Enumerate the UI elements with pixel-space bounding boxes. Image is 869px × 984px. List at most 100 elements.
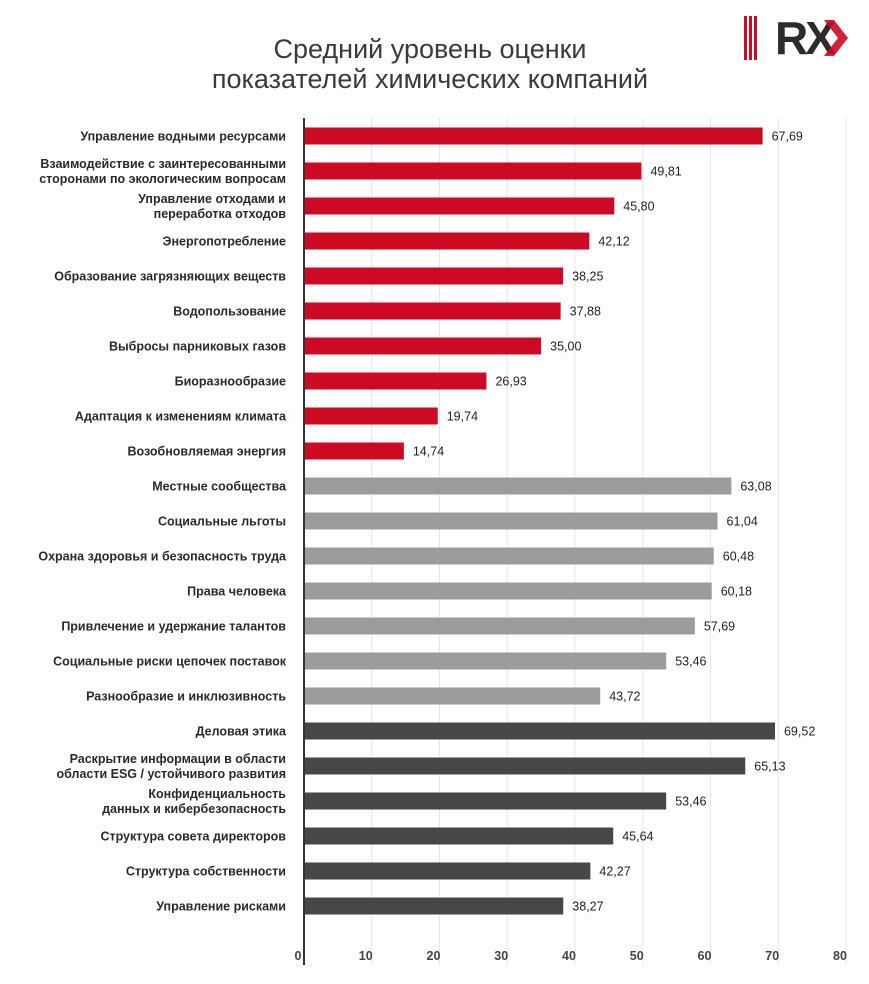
value-label: 37,88 xyxy=(570,305,601,319)
value-label: 69,52 xyxy=(784,725,815,739)
value-label: 38,25 xyxy=(572,270,603,284)
bar xyxy=(304,582,712,600)
x-tick-label: 20 xyxy=(427,949,441,963)
bar xyxy=(304,197,615,215)
value-label: 45,64 xyxy=(622,830,653,844)
category-label-line: данных и кибербезопасность xyxy=(102,802,286,816)
logo-stripe xyxy=(754,16,757,60)
category-label: Энергопотребление xyxy=(163,235,286,249)
bar xyxy=(304,757,746,775)
value-label: 42,27 xyxy=(599,865,630,879)
bar xyxy=(304,512,718,530)
bar xyxy=(304,547,714,565)
category-label: Управление рисками xyxy=(156,900,286,914)
value-label: 60,48 xyxy=(723,550,754,564)
bar xyxy=(304,862,591,880)
category-label: Конфиденциальность данных и кибербезопасн… xyxy=(102,787,286,816)
bar xyxy=(304,407,438,425)
chart-title: Средний уровень оценки показателей химич… xyxy=(90,34,770,94)
category-label-line: переработка отходов xyxy=(154,207,287,221)
x-tick-label: 70 xyxy=(765,949,779,963)
bars xyxy=(304,127,775,915)
bar xyxy=(304,687,601,705)
category-label: Местные сообщества xyxy=(152,480,287,494)
value-label: 19,74 xyxy=(447,410,478,424)
chart-title-line-2: показателей химических компаний xyxy=(211,64,649,94)
value-label: 53,46 xyxy=(675,795,706,809)
category-label: Структура совета директоров xyxy=(100,830,286,844)
value-label: 26,93 xyxy=(495,375,526,389)
category-label: Привлечение и удержание талантов xyxy=(61,620,286,634)
category-label: Выбросы парниковых газов xyxy=(109,340,286,354)
category-label-line: Взаимодействие с заинтересованными xyxy=(40,157,286,171)
value-label: 38,27 xyxy=(572,900,603,914)
chart-title-line-1: Средний уровень оценки xyxy=(273,34,587,64)
category-label: Адаптация к изменениям климата xyxy=(75,410,287,424)
bar xyxy=(304,617,695,635)
x-tick-label: 10 xyxy=(359,949,373,963)
bar xyxy=(304,232,590,250)
category-label-line: области ESG / устойчивого развития xyxy=(56,767,286,781)
logo-stripe xyxy=(744,16,747,60)
category-label: Социальные риски цепочек поставок xyxy=(53,655,287,669)
category-label-line: Управление отходами и xyxy=(138,192,286,206)
x-tick-label: 60 xyxy=(698,949,712,963)
category-label: Социальные льготы xyxy=(158,515,286,529)
category-label: Управление водными ресурсами xyxy=(80,130,286,144)
value-label: 61,04 xyxy=(727,515,758,529)
category-label-line: Конфиденциальность xyxy=(148,787,286,801)
bar xyxy=(304,337,542,355)
value-label: 14,74 xyxy=(413,445,444,459)
x-tick-label: 80 xyxy=(833,949,847,963)
bar xyxy=(304,372,487,390)
rx-logo: RX xyxy=(744,16,848,60)
value-label: 35,00 xyxy=(550,340,581,354)
category-labels: Управление водными ресурсами Взаимодейств… xyxy=(38,130,287,914)
value-label: 42,12 xyxy=(598,235,629,249)
category-label: Разнообразие и инклюзивность xyxy=(86,690,286,704)
bar xyxy=(304,827,614,845)
logo-accent xyxy=(824,20,848,56)
bar xyxy=(304,302,561,320)
bar xyxy=(304,267,564,285)
value-labels: 67,69 49,81 45,80 42,12 38,25 37,88 35,00 26,93… xyxy=(413,130,815,914)
category-label: Права человека xyxy=(187,585,287,599)
category-label: Управление отходами и переработка отходов xyxy=(138,192,286,221)
x-tick-label: 50 xyxy=(630,949,644,963)
bar xyxy=(304,722,775,740)
bar xyxy=(304,897,564,915)
value-label: 60,18 xyxy=(721,585,752,599)
category-label: Охрана здоровья и безопасность труда xyxy=(38,550,287,564)
category-label: Образование загрязняющих веществ xyxy=(54,270,286,284)
value-label: 65,13 xyxy=(754,760,785,774)
category-label-line: сторонами по экологическим вопросам xyxy=(39,172,286,186)
bar xyxy=(304,792,667,810)
bar xyxy=(304,127,763,145)
x-tick-label: 40 xyxy=(562,949,576,963)
value-label: 63,08 xyxy=(740,480,771,494)
category-label: Водопользование xyxy=(173,305,286,319)
value-label: 49,81 xyxy=(650,165,681,179)
category-label: Биоразнообразие xyxy=(175,375,286,389)
category-label: Структура собственности xyxy=(126,865,286,879)
category-label: Деловая этика xyxy=(196,725,287,739)
bar xyxy=(304,442,404,460)
x-tick-label: 30 xyxy=(494,949,508,963)
x-axis-ticks: 0 10 20 30 40 50 60 70 80 xyxy=(295,949,847,963)
category-label: Раскрытие информации в области области ES… xyxy=(56,752,286,781)
category-label-line: Раскрытие информации в области xyxy=(70,752,286,766)
category-label: Взаимодействие с заинтересованными сторон… xyxy=(39,157,286,186)
value-label: 45,80 xyxy=(623,200,654,214)
value-label: 67,69 xyxy=(772,130,803,144)
category-label: Возобновляемая энергия xyxy=(127,445,286,459)
bar xyxy=(304,477,732,495)
x-tick-label: 0 xyxy=(295,949,302,963)
value-label: 57,69 xyxy=(704,620,735,634)
grid-lines xyxy=(371,118,847,965)
bar xyxy=(304,652,667,670)
value-label: 43,72 xyxy=(609,690,640,704)
bar xyxy=(304,162,642,180)
value-label: 53,46 xyxy=(675,655,706,669)
logo-stripe xyxy=(749,16,752,60)
